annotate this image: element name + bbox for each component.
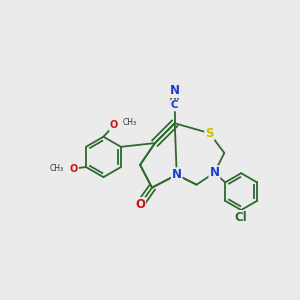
Text: C: C: [171, 100, 178, 110]
Text: O: O: [110, 120, 118, 130]
Text: N: N: [172, 168, 182, 181]
Text: S: S: [205, 127, 214, 140]
Text: N: N: [209, 166, 219, 179]
Text: N: N: [170, 84, 180, 97]
Text: Cl: Cl: [235, 211, 247, 224]
Text: CH₃: CH₃: [50, 164, 64, 173]
Text: O: O: [70, 164, 78, 173]
Text: O: O: [135, 198, 145, 211]
Text: CH₃: CH₃: [122, 118, 136, 127]
